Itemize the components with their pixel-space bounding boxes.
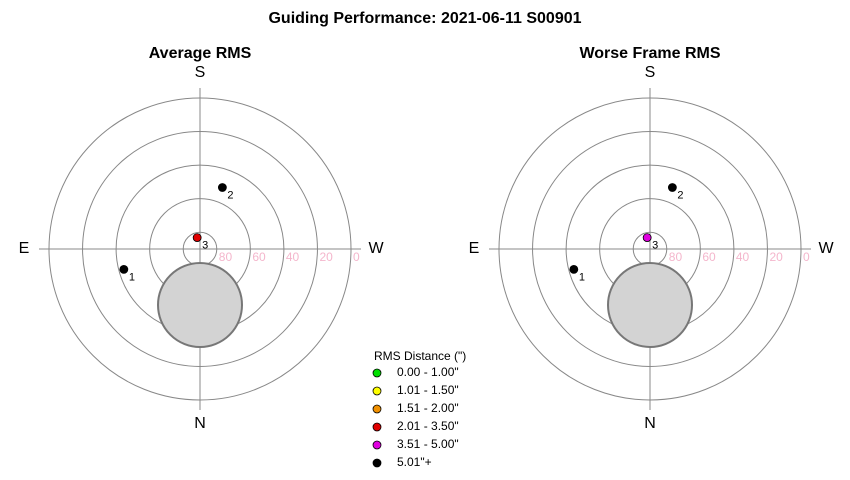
grid-circle [48,97,352,401]
shaded-region [607,262,693,348]
r-tick-label: 20 [319,250,333,264]
direction-label: E [469,240,480,257]
direction-label: N [644,415,656,432]
legend-marker [372,458,382,468]
grid-circle [498,97,802,401]
legend-title: RMS Distance (") [374,349,466,363]
legend-label: 0.00 - 1.00" [397,365,459,379]
legend-marker [372,404,382,414]
point-label: 1 [129,271,135,283]
r-tick-label: 20 [769,250,783,264]
direction-label: S [645,64,656,81]
grid-circle [532,131,768,367]
direction-label: W [368,240,384,257]
r-tick-label: 0 [353,250,360,264]
point [217,183,227,192]
plot-title: Worse Frame RMS [579,45,720,62]
direction-label: W [818,240,834,257]
chart-title: Guiding Performance: 2021-06-11 S00901 [268,10,581,27]
point [667,183,677,192]
point [192,233,202,243]
r-tick-label: 0 [803,250,810,264]
plot-title: Average RMS [149,45,252,62]
r-tick-label: 80 [219,250,233,264]
legend-label: 5.01"+ [397,455,432,469]
shaded-region [157,262,243,348]
r-tick-label: 40 [286,250,300,264]
r-tick-label: 60 [252,250,266,264]
legend-label: 3.51 - 5.00" [397,437,459,451]
r-tick-label: 40 [736,250,750,264]
legend-marker [372,368,382,378]
point-label: 3 [652,240,658,252]
direction-label: E [19,240,30,257]
direction-label: N [194,415,206,432]
point-label: 1 [579,271,585,283]
legend-label: 1.51 - 2.00" [397,401,459,415]
r-tick-label: 60 [702,250,716,264]
r-tick-label: 80 [669,250,683,264]
legend-label: 2.01 - 3.50" [397,419,459,433]
direction-label: S [195,64,206,81]
point-label: 3 [202,240,208,252]
point-label: 2 [677,189,683,201]
legend-label: 1.01 - 1.50" [397,383,459,397]
point [569,265,579,274]
point-label: 2 [227,189,233,201]
point [642,233,652,243]
point [119,265,129,274]
legend-marker [372,386,382,396]
legend-marker [372,422,382,432]
grid-circle [82,131,318,367]
legend-marker [372,440,382,450]
